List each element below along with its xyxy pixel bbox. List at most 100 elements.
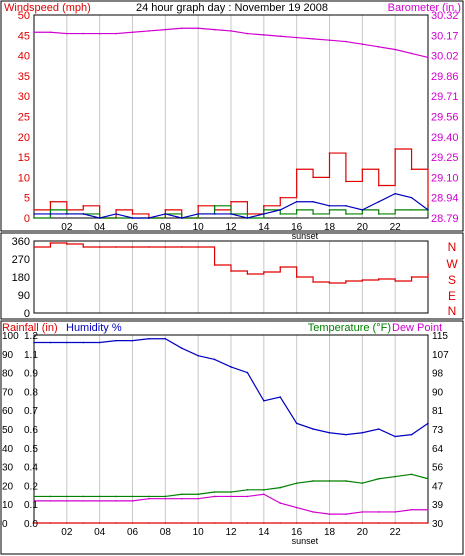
wind-gust-line-point — [279, 196, 282, 199]
wind-y-tick: 0 — [24, 213, 30, 225]
barometer-line-point — [131, 31, 134, 34]
p1-x-tick: 10 — [193, 222, 205, 233]
p3-x-tick: 10 — [193, 527, 205, 538]
wind-avg-line-point — [164, 213, 167, 215]
rain-y-tick: 0.6 — [24, 425, 38, 436]
barometer-line-point — [410, 52, 413, 55]
humidity-line-point — [345, 433, 347, 436]
barometer-line-point — [115, 32, 117, 35]
direction-line-point — [33, 246, 35, 248]
rainfall-line-point — [263, 522, 265, 524]
dewpoint-line-point — [213, 495, 216, 498]
rain-y-tick: 1.1 — [24, 350, 38, 361]
dewpoint-line-point — [394, 511, 396, 513]
humidity-line-point — [148, 337, 150, 340]
p3-x-tick: 14 — [258, 527, 270, 538]
barometer-line-point — [427, 56, 429, 59]
barometer-line-point — [148, 30, 150, 32]
dewpoint-line-point — [361, 511, 364, 513]
baro-y-tick: 30.17 — [431, 30, 459, 42]
dewpoint-line-point — [312, 511, 314, 513]
barometer-line-point — [98, 32, 101, 35]
wind-y-tick: 40 — [18, 51, 30, 63]
p3-x-tick: 20 — [357, 527, 369, 538]
temperature-line-point — [164, 495, 167, 498]
wind-green-line-point — [410, 209, 413, 211]
wind-gust-line-point — [82, 205, 85, 207]
baro-y-tick: 29.40 — [431, 132, 459, 144]
direction-line-point — [148, 246, 150, 248]
rainfall-line-point — [312, 522, 314, 524]
dewpoint-line-point — [295, 506, 298, 509]
wind-gust-line-point — [410, 168, 413, 171]
rain-y-tick: 0.4 — [24, 463, 38, 474]
temperature-line-point — [295, 482, 298, 484]
humidity-y-tick: 0 — [2, 519, 8, 530]
wind-avg-line-point — [98, 217, 101, 219]
direction-line-point — [213, 264, 216, 266]
wind-avg-line-point — [115, 213, 117, 215]
rain-y-tick: 0.2 — [24, 481, 38, 492]
p3-x-tick: 08 — [160, 527, 172, 538]
wind-avg-line-point — [66, 213, 68, 215]
humidity-line-point — [230, 366, 232, 368]
wind-gust-line-point — [377, 184, 380, 187]
wind-avg-line-point — [279, 209, 282, 211]
wind-y-tick: 35 — [18, 71, 30, 83]
dewpoint-line-point — [66, 500, 68, 502]
wind-avg-line-point — [246, 217, 249, 219]
wind-green-line-point — [312, 213, 314, 215]
wind-avg-line-point — [82, 213, 85, 215]
rainfall-line-point — [66, 522, 68, 524]
temperature-line-point — [427, 477, 429, 480]
baro-y-tick: 30.02 — [431, 51, 459, 63]
p3-x-tick: 06 — [127, 527, 139, 538]
dir-letter-n-bottom: N — [448, 304, 457, 318]
dewpoint-line-point — [148, 497, 150, 500]
temperature-line-point — [361, 482, 364, 484]
p3-sunset-label: sunset — [292, 536, 319, 546]
dir-y-tick: 180 — [12, 272, 30, 284]
p1-x-tick: 18 — [324, 222, 336, 233]
temperature-line-point — [82, 495, 85, 498]
wind-gust-line-point — [131, 213, 134, 215]
humidity-line-point — [394, 435, 396, 438]
humidity-line-point — [164, 337, 167, 340]
windspeed-label: Windspeed (mph) — [4, 2, 91, 14]
temperature-line-point — [279, 486, 282, 489]
temperature-line-point — [312, 480, 314, 482]
humidity-line-point — [410, 433, 413, 436]
wind-avg-line-point — [377, 200, 380, 203]
p1-x-tick: 14 — [258, 222, 270, 233]
dewpoint-line-point — [180, 497, 183, 500]
wind-avg-line-point — [263, 213, 265, 215]
barometer-line-point — [180, 27, 183, 30]
temp-y-tick: 30 — [432, 519, 444, 530]
p1-sunset-label: sunset — [292, 231, 319, 241]
temperature-line-point — [213, 491, 216, 493]
direction-line-point — [295, 276, 298, 278]
temperature-line-point — [49, 495, 52, 498]
p3-x-tick: 22 — [390, 527, 402, 538]
humidity-line-point — [197, 354, 199, 357]
wind-gust-line-point — [164, 209, 167, 211]
wind-gust-line-point — [49, 200, 52, 203]
direction-line-point — [131, 246, 134, 248]
humidity-y-tick: 30 — [2, 463, 14, 474]
barometer-line-point — [213, 28, 216, 31]
wind-gust-line-point — [345, 180, 347, 183]
dewpoint-line-point — [345, 513, 347, 515]
wind-green-line-point — [33, 217, 35, 219]
temperature-line-point — [180, 493, 183, 496]
rainfall-line-point — [164, 522, 167, 524]
direction-line-point — [180, 246, 183, 248]
wind-gust-line-point — [312, 176, 314, 179]
humidity-y-tick: 40 — [2, 444, 14, 455]
temperature-line-point — [115, 495, 117, 498]
dir-y-tick: 360 — [12, 236, 30, 248]
dir-y-tick: 90 — [18, 290, 30, 302]
dewpoint-line-point — [115, 500, 117, 502]
p3-x-tick: 18 — [324, 527, 336, 538]
p3-x-tick: 16 — [291, 527, 303, 538]
wind-green-line-point — [377, 213, 380, 215]
